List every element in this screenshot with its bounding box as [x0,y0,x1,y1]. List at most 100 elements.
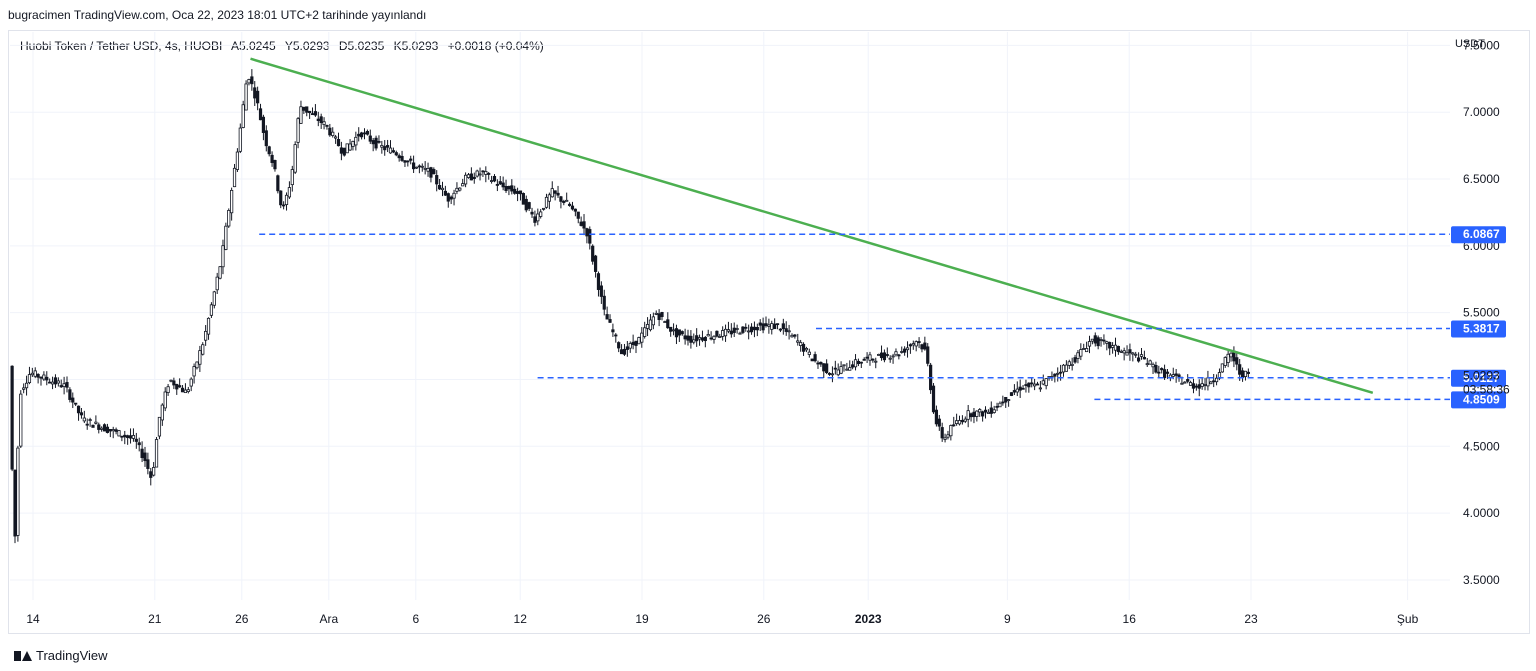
x-tick-label: Şub [1397,612,1419,626]
candle-body [585,228,589,237]
candle-body [313,111,318,116]
candle-body [331,131,335,136]
candle-body [108,429,112,432]
candle-body [614,334,618,337]
candle-body [365,130,369,135]
candle-body [680,331,684,335]
candle-body [426,168,430,172]
legend-symbol: Huobi Token / Tether USD, 4s, HUOBI [20,39,223,53]
candle-body [822,363,826,372]
candle-body [276,175,280,192]
candle-body [1067,361,1071,366]
candle-body [773,323,777,330]
candle-body [1142,356,1146,360]
candle-body [677,329,681,336]
candle-body [703,336,707,342]
candle-body [1111,345,1115,348]
candle-body [732,327,736,333]
candle-body [917,341,921,343]
candle-body [368,135,372,142]
candle-body [1116,345,1120,353]
candle-body [354,136,358,146]
candle-body [596,273,601,290]
candle-body [868,354,872,361]
candle-body [628,343,632,349]
candle-body [102,424,107,432]
candle-body [579,221,583,226]
tradingview-logo-icon [14,650,32,662]
candle-body [221,245,225,268]
candle-body [1186,379,1190,382]
candle-body [920,344,924,350]
candle-body [380,144,384,148]
candle-body [178,385,182,388]
x-tick-label: 26 [757,612,771,626]
candle-body [914,341,918,347]
candle-body [645,324,650,329]
candle-body [154,439,159,468]
candle-body [903,348,907,353]
candle-body [862,358,866,361]
candle-body [180,387,185,393]
candle-body [435,175,439,185]
candle-body [660,312,664,317]
candle-body [1009,392,1014,396]
candle-body [489,180,494,182]
candle-body [1240,370,1245,378]
candle-body [885,354,889,356]
candle-body [227,210,231,227]
candle-body [617,342,621,349]
candle-body [897,354,901,357]
candle-body [908,344,913,347]
candle-body [1220,363,1224,373]
candle-body [1093,335,1097,344]
candle-body [30,372,34,376]
candle-body [671,329,676,332]
candle-body [995,405,999,408]
candle-body [230,189,234,214]
x-tick-label: 12 [514,612,528,626]
candle-body [683,335,687,340]
candle-body [209,304,214,316]
candle-body [1044,378,1048,387]
candle-body [1007,399,1011,401]
candle-body [923,342,927,350]
candle-body [201,344,205,355]
candle-body [256,90,260,104]
candle-body [412,162,416,170]
candle-body [33,370,37,377]
candle-body [723,328,728,337]
candle-body [189,378,193,387]
candle-body [244,83,248,111]
candle-body [334,136,338,139]
candle-body [68,389,72,400]
candle-body [518,190,523,195]
candle-body [463,174,468,185]
candle-body [1212,380,1216,383]
candle-body [781,323,785,330]
candle-body [143,452,147,462]
countdown-label: 03:58:36 [1463,383,1510,397]
candle-body [264,130,268,147]
candle-body [1018,386,1022,391]
candle-body [322,121,326,125]
candle-body [131,435,136,439]
level-label-box [1451,226,1506,244]
candle-body [709,337,713,340]
candle-body [813,354,817,362]
candle-body [851,364,855,368]
candle-body [1076,352,1080,359]
candle-body [949,425,953,437]
candle-body [894,351,898,356]
candle-body [391,150,395,153]
candle-body [279,190,283,206]
candle-body [296,118,300,143]
candle-body [394,152,398,156]
candle-body [204,330,208,341]
candle-body [957,420,962,425]
candle-body [443,190,447,196]
candle-body [466,174,471,178]
level-label-box [1451,391,1506,409]
candle-body [484,171,488,175]
